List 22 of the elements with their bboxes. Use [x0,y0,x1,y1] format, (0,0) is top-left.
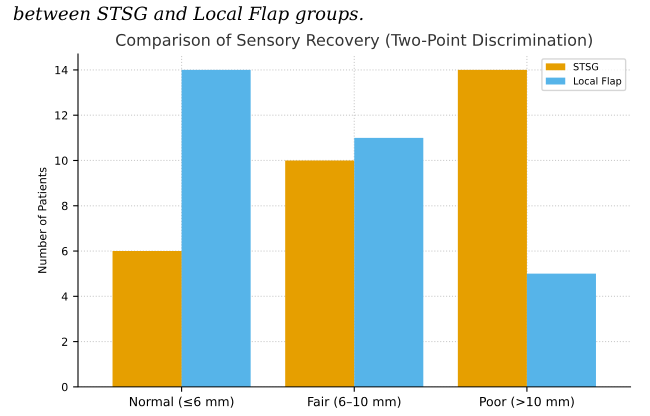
bar [526,274,596,387]
bar [182,70,251,387]
y-tick-label: 4 [62,292,68,301]
x-tick-label: Normal (≤6 mm) [130,396,234,408]
x-tick-label: Fair (6–10 mm) [308,396,400,408]
legend-label: Local Flap [574,77,622,87]
y-tick-label: 12 [55,111,68,120]
y-tick-label: 2 [62,338,68,346]
bar [354,138,424,387]
bar [458,70,527,387]
bar [285,160,354,387]
y-tick-label: 10 [55,156,68,165]
bar [112,251,182,387]
y-tick-label: 6 [62,247,68,256]
text: between STSG and Local Flap groups. [14,6,363,24]
x-tick-label: Poor (>10 mm) [480,396,574,408]
y-tick-label: 8 [62,202,68,210]
y-tick-label: 14 [55,66,68,74]
y-tick-label: 0 [62,382,68,392]
chart-title: Comparison of Sensory Recovery (Two-Point Discrimination) [116,34,592,50]
legend-label: STSG [574,63,598,70]
y-axis-title: Number of Patients [38,168,46,273]
